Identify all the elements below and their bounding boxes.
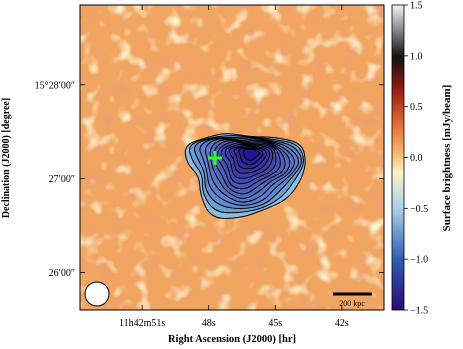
y-axis-label: Declination (J2000) [degree] <box>1 98 12 218</box>
x-tick-label: 48s <box>202 318 216 329</box>
x-tick-label: 42s <box>335 318 349 329</box>
beam <box>84 281 110 307</box>
y-tick-label: 26′00″ <box>49 268 75 279</box>
colorbar-tick-label: −1.5 <box>410 306 428 317</box>
x-axis-label: Right Ascension (J2000) [hr] <box>168 334 296 345</box>
colorbar-label: Surface brightness [mJy/beam] <box>441 85 453 232</box>
sky-image <box>80 5 384 310</box>
x-tick-label: 11h42m51s <box>119 318 165 329</box>
source-contours <box>184 133 306 219</box>
colorbar-tick-label: 0.0 <box>410 153 423 164</box>
marker-cross <box>208 151 222 165</box>
colorbar-tick-label: −0.5 <box>410 204 428 215</box>
contour <box>242 148 260 161</box>
x-tick-label: 45s <box>268 318 282 329</box>
y-tick-label: 15°28′00″ <box>35 80 75 91</box>
plot-frame <box>79 4 385 311</box>
colorbar <box>391 4 405 311</box>
scale-bar-label: 200 kpc <box>339 299 365 308</box>
colorbar-tick-label: −1.0 <box>410 255 428 266</box>
colorbar-tick-label: 0.5 <box>410 102 423 113</box>
colorbar-tick-label: 1.5 <box>410 1 423 12</box>
colorbar-tick-label: 1.0 <box>410 51 423 62</box>
y-tick-label: 27′00″ <box>49 174 75 185</box>
